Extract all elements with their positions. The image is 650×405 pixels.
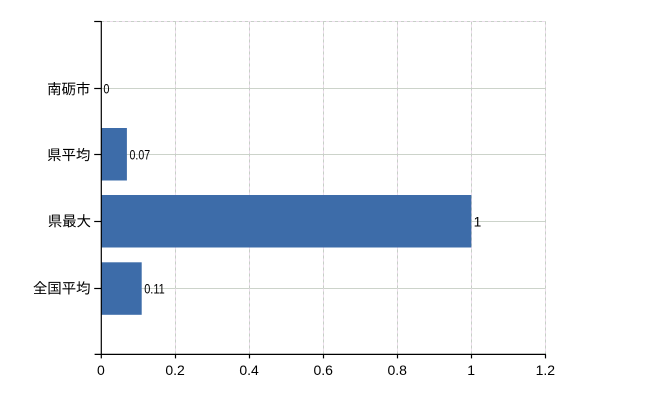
svg-text:0.11: 0.11 xyxy=(144,281,165,296)
svg-text:0: 0 xyxy=(97,362,105,378)
svg-text:0: 0 xyxy=(103,81,109,96)
svg-text:1.2: 1.2 xyxy=(536,362,556,378)
svg-text:0.4: 0.4 xyxy=(239,362,259,378)
svg-text:0.8: 0.8 xyxy=(387,362,407,378)
svg-text:0.07: 0.07 xyxy=(130,147,151,162)
svg-text:0.6: 0.6 xyxy=(313,362,333,378)
svg-text:1: 1 xyxy=(474,214,482,229)
svg-text:0.2: 0.2 xyxy=(165,362,185,378)
svg-text:1: 1 xyxy=(467,362,475,378)
